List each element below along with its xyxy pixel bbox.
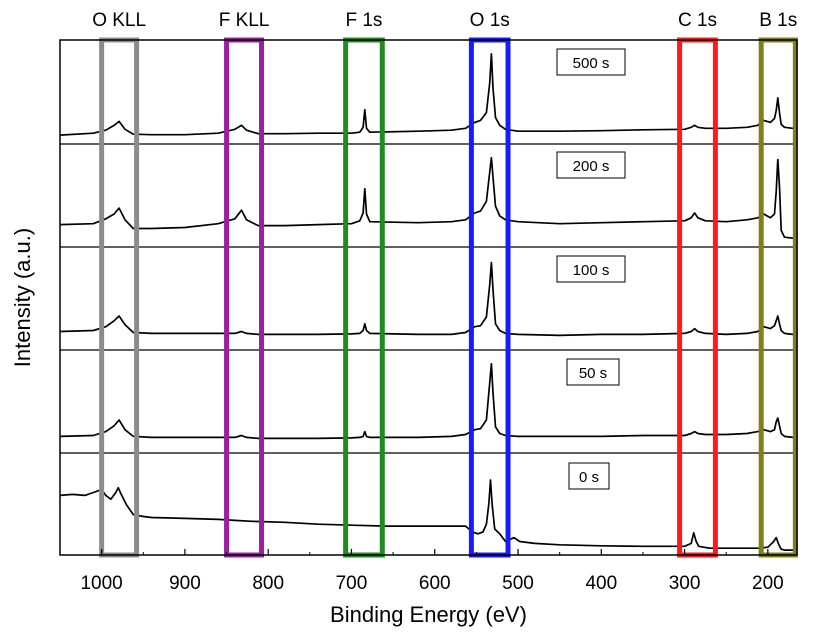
series-label-box-2 [556,255,626,283]
x-tick-label: 400 [585,573,617,594]
region-box-f-kll [224,37,265,558]
x-tick-label: 500 [502,573,534,594]
region-box-o-kll [99,37,140,558]
x-tick-label: 1000 [80,573,122,594]
x-axis-title: Binding Energy (eV) [330,602,527,627]
traces-layer [59,52,798,551]
spectrum-trace-3 [59,362,798,440]
series-label-box-3 [566,358,620,386]
peak-label-1: F KLL [219,10,270,31]
series-label-box-0 [556,48,626,76]
series-label-box-4 [568,462,610,490]
x-ticks-layer: 1000 900 800 700 600 500 400 300 200 [59,549,784,594]
x-tick-label: 900 [169,573,201,594]
x-tick-label: 600 [419,573,451,594]
series-label-4: 0 s [579,469,599,486]
x-tick-label: 700 [336,573,368,594]
spectrum-trace-1 [59,156,798,241]
series-labels-layer: 500 s 200 s 100 s 50 s 0 s [556,48,626,490]
spectrum-trace-4 [59,479,797,551]
region-box-b-1s [758,37,798,558]
peak-labels-layer: O KLL F KLL F 1s O 1s C 1s B 1s [92,10,797,31]
series-label-3: 50 s [579,365,607,382]
peak-label-3: O 1s [470,10,510,31]
spectrum-trace-0 [59,52,797,136]
y-axis-title: Intensity (a.u.) [10,228,35,367]
x-tick-label: 800 [252,573,284,594]
region-box-o-1s [468,37,511,558]
series-label-1: 200 s [573,158,610,175]
series-label-box-1 [556,151,626,179]
plot-frame [59,39,798,556]
region-boxes-layer [99,37,798,558]
x-tick-label: 300 [669,573,701,594]
panels-layer [60,143,797,454]
peak-label-4: C 1s [678,10,717,31]
peak-label-2: F 1s [345,10,382,31]
series-label-2: 100 s [573,262,610,279]
peak-label-5: B 1s [759,10,797,31]
spectrum-trace-2 [59,261,798,337]
series-label-0: 500 s [573,55,610,72]
x-tick-label: 200 [752,573,784,594]
region-box-c-1s [677,37,718,558]
peak-label-0: O KLL [92,10,146,31]
